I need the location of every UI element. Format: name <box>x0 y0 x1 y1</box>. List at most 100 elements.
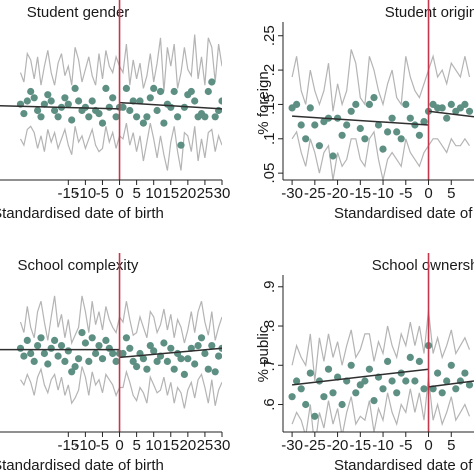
data-point <box>218 97 222 105</box>
x-tick-label: 5 <box>132 185 140 202</box>
x-tick-label: 15 <box>162 437 179 454</box>
x-tick-label: -5 <box>96 185 109 202</box>
x-tick-label: 25 <box>197 437 214 454</box>
data-point <box>465 107 474 115</box>
data-point <box>143 365 151 373</box>
data-point <box>338 400 346 409</box>
data-point <box>98 119 107 127</box>
data-point <box>411 377 419 385</box>
x-tick-label: 5 <box>447 437 455 454</box>
data-point <box>37 334 45 342</box>
data-point <box>112 357 120 365</box>
data-point <box>311 121 319 129</box>
data-point <box>461 369 469 377</box>
data-point <box>420 385 428 393</box>
data-point <box>415 357 423 365</box>
y-tick-label: .9 <box>261 281 278 294</box>
y-axis-label-ownership: % public <box>255 325 272 382</box>
data-point <box>361 377 369 385</box>
y-tick-label: .25 <box>261 25 278 46</box>
panel-title-origin: Student origin <box>385 4 474 21</box>
data-point <box>204 365 212 373</box>
fit-line-right <box>428 380 474 388</box>
data-point <box>352 100 360 108</box>
data-point <box>119 103 127 111</box>
x-tick-label: 0 <box>424 437 432 454</box>
data-point <box>420 118 428 126</box>
data-point <box>397 135 405 143</box>
data-point <box>374 121 383 129</box>
x-tick-label: -15 <box>349 185 371 202</box>
data-point <box>343 121 351 129</box>
panel-title-gender: Student gender <box>27 4 130 21</box>
data-point <box>95 342 103 350</box>
data-point <box>71 84 79 92</box>
x-axis-label-complexity: Standardised date of birth <box>0 457 164 474</box>
plot-area-origin: -30 -25 -20 -15 -10 -5 0 5 .05 .1 .15 .2 .25 <box>261 0 474 202</box>
plot-area-gender: -15-10 -5 0 5 10 15 20 25 30 <box>0 0 230 202</box>
data-point <box>27 349 35 358</box>
data-point <box>119 349 127 358</box>
data-point <box>347 107 355 115</box>
data-point <box>47 344 55 352</box>
data-point <box>447 361 455 369</box>
data-point <box>61 94 69 102</box>
data-point <box>384 128 392 136</box>
data-point <box>160 119 168 127</box>
lower-band-line <box>19 122 222 171</box>
y-tick-label: .1 <box>261 133 278 146</box>
data-point <box>197 334 206 342</box>
data-point <box>201 113 209 121</box>
plot-marks-complexity <box>0 295 222 409</box>
y-tick-label: .8 <box>261 320 278 333</box>
data-point <box>95 110 103 118</box>
data-point <box>75 355 83 363</box>
plot-marks-origin <box>288 49 474 180</box>
x-tick-label: 5 <box>447 185 455 202</box>
upper-band-line <box>291 310 471 382</box>
data-point <box>393 128 401 136</box>
data-point <box>23 97 31 105</box>
data-point <box>78 329 86 337</box>
data-point <box>126 344 134 352</box>
x-tick-label: -5 <box>399 437 412 454</box>
data-point <box>153 106 161 115</box>
panel-origin: Student origin Standardised date of birt… <box>255 0 474 222</box>
data-point <box>406 353 414 361</box>
data-point <box>356 124 364 133</box>
data-point <box>34 106 42 115</box>
data-point <box>156 87 165 96</box>
data-point <box>443 114 451 122</box>
data-point <box>365 100 373 108</box>
data-point <box>88 334 96 342</box>
y-tick-label: .05 <box>261 163 278 184</box>
panel-ownership: School ownership Standardised date of bi… <box>255 253 474 474</box>
data-point <box>54 113 62 121</box>
data-point <box>139 119 147 127</box>
data-point <box>102 336 110 344</box>
x-tick-label: -20 <box>327 437 349 454</box>
data-point <box>64 100 72 108</box>
data-point <box>370 397 378 405</box>
data-point <box>143 113 151 121</box>
data-point <box>122 334 130 342</box>
data-point <box>133 363 141 371</box>
data-point <box>40 100 49 108</box>
data-point <box>68 116 76 124</box>
x-tick-label: 0 <box>115 185 123 202</box>
data-point <box>109 349 117 358</box>
y-tick-label: .6 <box>261 398 278 411</box>
lower-band-line <box>19 366 222 409</box>
data-point <box>57 342 66 350</box>
data-point <box>167 344 175 352</box>
data-point <box>288 393 296 401</box>
x-tick-label: -15 <box>57 437 79 454</box>
data-point <box>54 352 62 360</box>
data-point <box>64 347 72 355</box>
x-tick-label: 0 <box>115 437 123 454</box>
data-point <box>16 344 25 352</box>
data-point <box>379 385 387 393</box>
data-point <box>98 355 107 363</box>
fit-line-right <box>428 110 474 118</box>
